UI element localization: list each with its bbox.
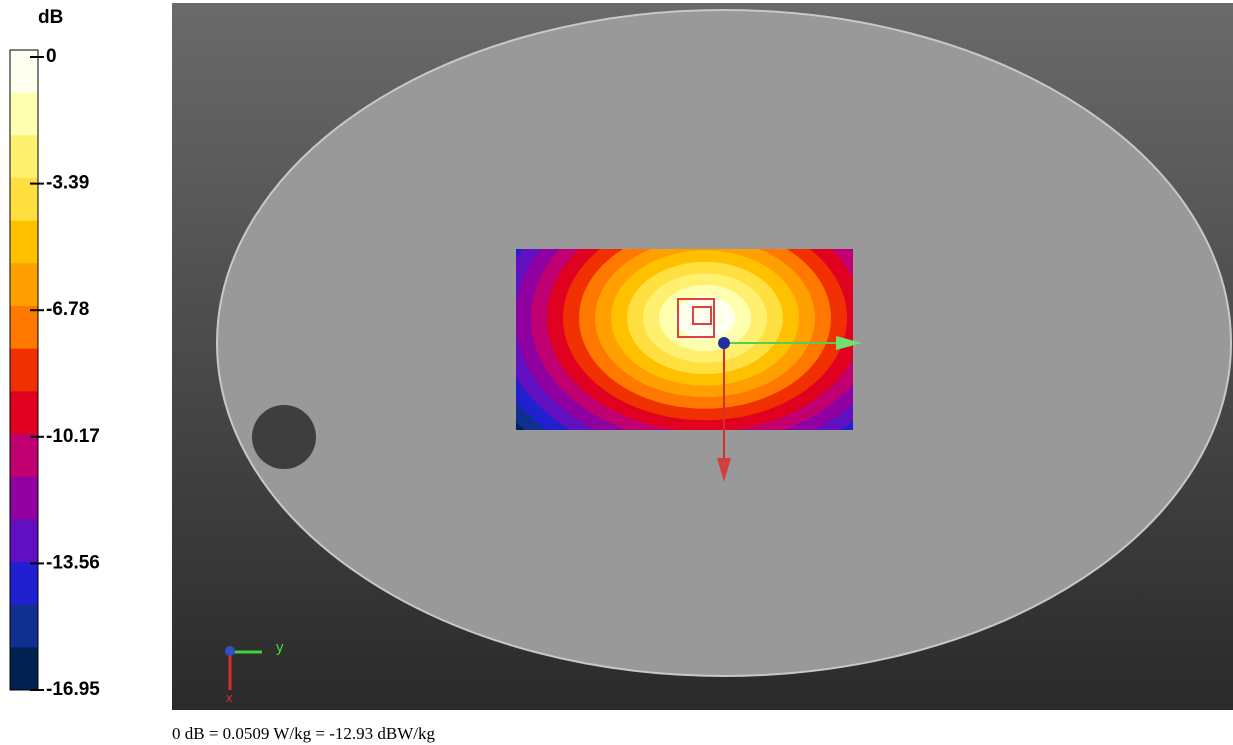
colorbar-unit: dB xyxy=(38,7,63,28)
colorbar-tick-label: -3.39 xyxy=(46,173,89,194)
contour xyxy=(675,296,735,340)
colorbar-band xyxy=(10,604,38,648)
colorbar-tick-label: -6.78 xyxy=(46,299,89,320)
colorbar-frame xyxy=(9,49,39,691)
x-arrow-head xyxy=(717,458,731,482)
colorbar-tick-label: 0 xyxy=(46,46,57,67)
origin xyxy=(718,337,730,349)
colorbar-tick-label: -16.95 xyxy=(46,679,100,700)
colorbar: 0 -3.39 -6.78 -10.17 -13.56 -16.95 xyxy=(9,46,100,700)
colorbar-band xyxy=(10,519,38,563)
icon-y-label: y xyxy=(276,639,284,656)
colorbar-band xyxy=(10,476,38,520)
colorbar-band xyxy=(10,263,38,307)
colorbar-band xyxy=(10,647,38,691)
colorbar-band xyxy=(10,391,38,435)
colorbar-band xyxy=(10,348,38,392)
icon-origin xyxy=(225,646,235,656)
colorbar-band xyxy=(10,92,38,136)
caption: 0 dB = 0.0509 W/kg = -12.93 dBW/kg xyxy=(172,724,435,743)
colorbar-band xyxy=(10,306,38,350)
cube-outer xyxy=(677,298,715,338)
icon-x-label: x xyxy=(226,690,233,705)
colorbar-band xyxy=(10,562,38,606)
cube-inner xyxy=(692,306,712,325)
colorbar-band xyxy=(10,135,38,179)
colorbar-band xyxy=(10,434,38,478)
colorbar-tick-label: -13.56 xyxy=(46,552,100,573)
colorbar-tick-label: -10.17 xyxy=(46,426,100,447)
colorbar-band xyxy=(10,178,38,222)
hole xyxy=(252,405,316,469)
colorbar-band xyxy=(10,220,38,264)
y-arrow-head xyxy=(836,336,862,350)
